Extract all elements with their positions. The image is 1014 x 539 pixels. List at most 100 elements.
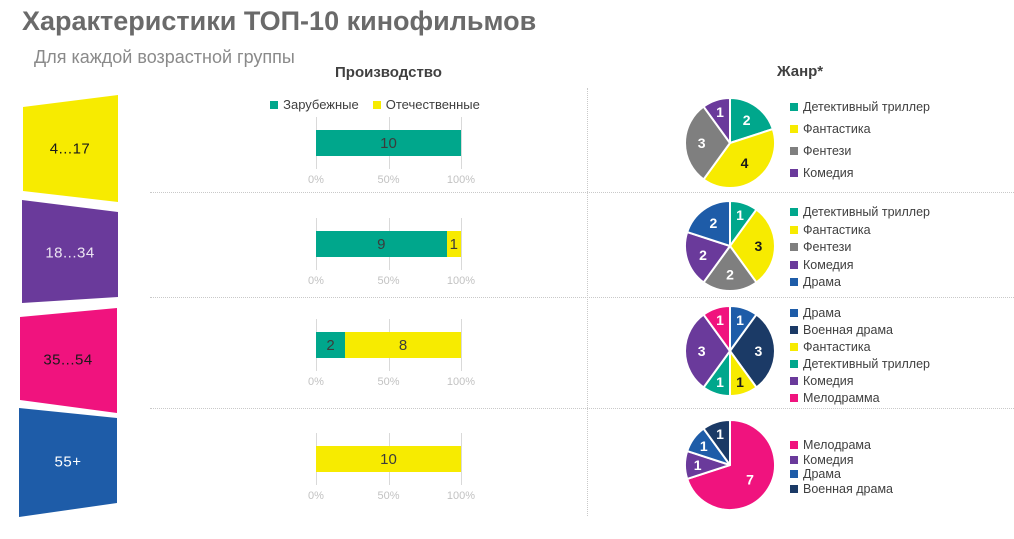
genre-legend-item: Детективный триллер (790, 100, 930, 114)
axis-tick-label: 0% (308, 490, 324, 502)
age-group-shape (22, 200, 118, 303)
axis-tick-label: 50% (377, 275, 400, 287)
genre-legend-swatch-icon (790, 455, 798, 464)
legend-swatch-foreign-icon (270, 100, 279, 109)
pie-slice (684, 105, 731, 181)
pie-slice (702, 305, 731, 352)
genre-legend-swatch-icon (790, 147, 798, 155)
genre-legend-swatch-icon (790, 225, 798, 234)
production-column-header: Производство (335, 64, 442, 81)
pie-slice-value: 3 (754, 343, 762, 359)
pie-slice (729, 313, 776, 389)
genre-legend-swatch-icon (790, 103, 798, 111)
pie-slice-value: 3 (698, 135, 706, 151)
pie-slice-value: 1 (736, 312, 744, 328)
pie-slice-value: 7 (746, 472, 754, 488)
pie-slice (702, 97, 731, 144)
pie-slice-value: 1 (716, 104, 724, 120)
genre-legend-swatch-icon (790, 394, 798, 402)
genre-legend-label: Мелодрама (803, 438, 871, 452)
genre-legend-label: Мелодрамма (803, 391, 880, 405)
production-bar-segment: 10 (316, 446, 461, 472)
pie-slice (702, 128, 776, 189)
genre-legend-label: Драма (803, 467, 841, 481)
genre-legend-label: Детективный триллер (803, 205, 930, 219)
axis-tick-label: 50% (377, 490, 400, 502)
genre-legend-label: Комедия (803, 452, 854, 467)
genre-legend-item: Комедия (790, 374, 854, 388)
page-subtitle: Для каждой возрастной группы (34, 47, 295, 67)
genre-legend-item: Комедия (790, 452, 854, 467)
genre-legend-label: Фантастика (803, 122, 871, 136)
page-title: Характеристики ТОП-10 кинофильмов (22, 6, 537, 36)
pie-slice-value: 2 (726, 266, 734, 282)
genre-legend-swatch-icon (790, 208, 798, 216)
pie-slice (686, 419, 776, 511)
axis-tick-label: 100% (446, 376, 476, 388)
genre-legend-item: Фантастика (790, 122, 871, 136)
production-bar-segment: 8 (345, 332, 461, 358)
pie-slice-value: 3 (698, 343, 706, 359)
axis-tick-label: 0% (308, 376, 324, 388)
genre-legend-swatch-icon (790, 470, 798, 478)
genre-legend-item: Комедия (790, 257, 854, 272)
genre-legend-item: Военная драма (790, 323, 893, 337)
genre-legend-item: Детективный триллер (790, 205, 930, 219)
genre-legend-item: Мелодрамма (790, 391, 880, 405)
pie-slice-value: 1 (694, 457, 702, 473)
genre-column-header: Жанр* (777, 63, 824, 80)
pie-slice-value: 1 (736, 207, 744, 223)
production-bar-segment: 10 (316, 130, 461, 156)
genre-legend-label: Фантастика (803, 222, 871, 237)
age-group-shape (23, 95, 118, 202)
age-group-ribbon (19, 95, 118, 517)
genre-legend-label: Детективный триллер (803, 357, 930, 371)
pie-slice-value: 4 (741, 155, 749, 171)
axis-tick-label: 50% (377, 174, 400, 186)
genre-legend-item: Военная драма (790, 482, 893, 496)
genre-legend-label: Фантастика (803, 340, 871, 354)
genre-legend-swatch-icon (790, 243, 798, 251)
genre-legend-swatch-icon (790, 278, 798, 286)
pie-slice (684, 231, 731, 284)
genre-legend-swatch-icon (790, 441, 798, 449)
age-group-label: 18...34 (45, 244, 95, 262)
genre-legend-swatch-icon (790, 484, 798, 493)
pie-slice-value: 1 (716, 426, 724, 442)
bar-gridline (461, 218, 462, 270)
bar-gridline (461, 433, 462, 485)
production-legend: Зарубежные Отечественные (240, 97, 510, 112)
axis-tick-label: 100% (446, 490, 476, 502)
bar-gridline (461, 117, 462, 169)
genre-legend-item: Детективный триллер (790, 357, 930, 371)
age-group-shape (19, 408, 117, 517)
genre-legend-label: Комедия (803, 374, 854, 388)
pie-slice (729, 208, 776, 284)
genre-legend-item: Фантастика (790, 222, 871, 237)
genre-pie-chart: 2 4 31 (684, 97, 776, 189)
genre-legend-item: Мелодрама (790, 438, 871, 452)
genre-legend-item: Драма (790, 467, 841, 481)
axis-tick-label: 100% (446, 275, 476, 287)
row-separator-1 (150, 192, 1014, 193)
production-bar: 10 (316, 446, 461, 472)
legend-item-foreign: Зарубежные (270, 97, 359, 112)
row-separator-2 (150, 297, 1014, 298)
age-group-label: 55+ (54, 453, 82, 471)
age-group-shape (20, 308, 117, 413)
genre-legend-item: Фентези (790, 144, 851, 158)
genre-legend-item: Фантастика (790, 340, 871, 354)
genre-legend-swatch-icon (790, 377, 798, 385)
pie-slice-value: 2 (699, 247, 707, 263)
legend-swatch-domestic-icon (372, 100, 381, 109)
genre-legend-swatch-icon (790, 125, 798, 133)
genre-legend-swatch-icon (790, 309, 798, 317)
bar-gridline (461, 319, 462, 371)
pie-slice-value: 2 (743, 112, 751, 128)
genre-legend-label: Драма (803, 275, 841, 289)
genre-legend-label: Комедия (803, 257, 854, 272)
